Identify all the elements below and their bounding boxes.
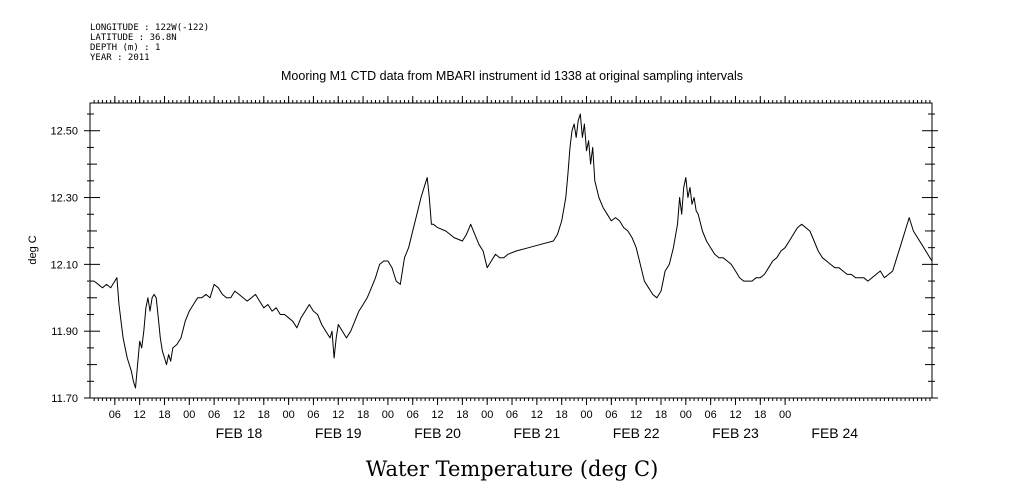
x-tick-label: 12 bbox=[233, 409, 245, 421]
day-label: FEB 22 bbox=[613, 425, 660, 441]
day-label: FEB 19 bbox=[315, 425, 362, 441]
x-tick-label: 06 bbox=[506, 409, 518, 421]
x-tick-label: 18 bbox=[357, 409, 369, 421]
x-tick-label: 12 bbox=[729, 409, 741, 421]
x-tick-label: 06 bbox=[208, 409, 220, 421]
minor-ticks bbox=[93, 100, 931, 401]
day-label: FEB 24 bbox=[811, 425, 858, 441]
longitude-text: LONGITUDE : 122W(-122) bbox=[90, 23, 209, 33]
x-tick-label: 12 bbox=[332, 409, 344, 421]
day-label: FEB 21 bbox=[514, 425, 561, 441]
x-tick-label: 06 bbox=[109, 409, 121, 421]
x-tick-label: 00 bbox=[481, 409, 493, 421]
year-text: YEAR : 2011 bbox=[90, 53, 150, 63]
y-tick-label: 12.10 bbox=[50, 259, 78, 271]
x-tick-label: 12 bbox=[630, 409, 642, 421]
x-tick-label: 00 bbox=[282, 409, 294, 421]
x-tick-label: 18 bbox=[556, 409, 568, 421]
x-tick-label: 06 bbox=[705, 409, 717, 421]
x-axis: 06 12 18 00 06 12 18 00 06 12 18 00 06 12 18 00 06 12 18 00… bbox=[109, 96, 791, 421]
x-tick-label: 18 bbox=[158, 409, 170, 421]
x-tick-label: 00 bbox=[680, 409, 692, 421]
x-tick-label: 12 bbox=[431, 409, 443, 421]
day-label: FEB 23 bbox=[712, 425, 759, 441]
x-tick-label: 00 bbox=[580, 409, 592, 421]
depth-text: DEPTH (m) : 1 bbox=[90, 43, 160, 53]
y-tick-label: 11.70 bbox=[51, 393, 78, 405]
x-tick-label: 06 bbox=[307, 409, 319, 421]
x-tick-label: 18 bbox=[754, 409, 766, 421]
plot-frame bbox=[89, 102, 933, 399]
x-tick-label: 06 bbox=[605, 409, 617, 421]
y-tick-label: 11.90 bbox=[51, 326, 78, 338]
x-tick-label: 18 bbox=[456, 409, 468, 421]
day-label: FEB 18 bbox=[216, 425, 263, 441]
y-tick-label: 12.30 bbox=[50, 193, 78, 205]
x-tick-label: 18 bbox=[258, 409, 270, 421]
x-tick-label: 18 bbox=[655, 409, 667, 421]
day-labels: FEB 18 FEB 19 FEB 20 FEB 21 FEB 22 FEB 23 FEB … bbox=[216, 425, 859, 441]
x-tick-label: 00 bbox=[382, 409, 394, 421]
x-tick-label: 12 bbox=[531, 409, 543, 421]
day-label: FEB 20 bbox=[414, 425, 461, 441]
y-tick-label: 12.50 bbox=[50, 126, 78, 138]
x-tick-label: 00 bbox=[183, 409, 195, 421]
latitude-text: LATITUDE : 36.8N bbox=[90, 33, 177, 43]
y-axis-label: deg C bbox=[27, 235, 39, 264]
x-axis-label: Water Temperature (deg C) bbox=[366, 457, 659, 481]
x-tick-label: 06 bbox=[407, 409, 419, 421]
x-tick-label: 00 bbox=[779, 409, 791, 421]
temperature-series-line bbox=[93, 113, 933, 389]
x-tick-label: 12 bbox=[134, 409, 146, 421]
series-group bbox=[93, 113, 933, 389]
chart-title: Mooring M1 CTD data from MBARI instrumen… bbox=[281, 69, 743, 83]
y-axis: 11.70 11.90 12.10 12.30 12.50 bbox=[50, 113, 938, 405]
